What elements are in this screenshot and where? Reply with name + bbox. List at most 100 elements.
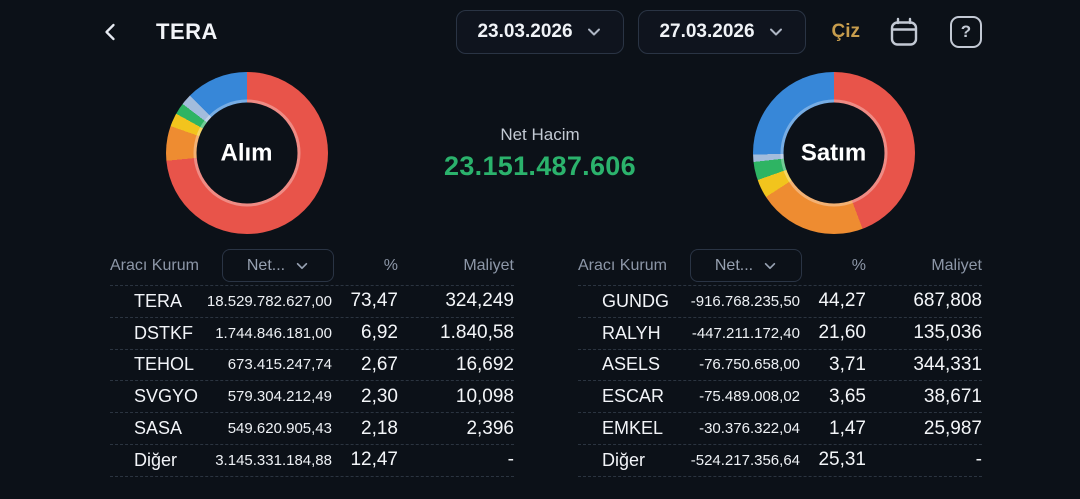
table-row[interactable]: GUNDG -916.768.235,50 44,27 687,808 bbox=[578, 286, 982, 318]
topbar-controls: 23.03.2026 27.03.2026 Çiz ? bbox=[455, 10, 985, 54]
cost-cell: 10,098 bbox=[455, 385, 514, 407]
table-row[interactable]: EMKEL -30.376.322,04 1,47 25,987 bbox=[578, 413, 982, 445]
buy-table-body: TERA 18.529.782.627,00 73,47 324,249 DST… bbox=[110, 286, 514, 477]
net-volume-value: 23.151.487.606 bbox=[444, 150, 636, 181]
buy-broker-table: Aracı Kurum Net... % Maliyet TERA 18.529… bbox=[110, 246, 514, 477]
date-from-value: 23.03.2026 bbox=[477, 21, 573, 42]
net-value-cell: -76.750.658,00 bbox=[699, 356, 800, 374]
calendar-button[interactable] bbox=[886, 14, 922, 50]
table-row[interactable]: Diğer 3.145.331.184,88 12,47 - bbox=[110, 445, 514, 477]
net-filter-dropdown[interactable]: Net... bbox=[222, 249, 334, 282]
percent-cell: 2,30 bbox=[361, 385, 398, 407]
cost-cell: 25,987 bbox=[923, 417, 982, 439]
percent-column-header: % bbox=[383, 256, 398, 274]
percent-cell: 44,27 bbox=[818, 290, 866, 312]
broker-symbol: DSTKF bbox=[134, 322, 194, 343]
table-row[interactable]: ESCAR -75.489.008,02 3,65 38,671 bbox=[578, 381, 982, 414]
cost-cell: 135,036 bbox=[913, 322, 982, 344]
table-row[interactable]: RALYH -447.211.172,40 21,60 135,036 bbox=[578, 318, 982, 350]
buy-table-header: Aracı Kurum Net... % Maliyet bbox=[110, 246, 514, 286]
calendar-icon bbox=[887, 15, 921, 49]
buy-chart-label: Alım bbox=[220, 139, 273, 166]
sell-chart-label: Satım bbox=[800, 139, 867, 166]
sell-broker-table: Aracı Kurum Net... % Maliyet GUNDG -916.… bbox=[578, 246, 982, 477]
cost-cell: 687,808 bbox=[913, 290, 982, 312]
table-row[interactable]: Diğer -524.217.356,64 25,31 - bbox=[578, 445, 982, 477]
sell-donut-chart: Satım bbox=[752, 72, 915, 234]
net-filter-dropdown[interactable]: Net... bbox=[690, 249, 802, 282]
charts-row: Alım Net Hacim 23.151.487.606 Satım bbox=[0, 64, 1080, 242]
percent-cell: 2,18 bbox=[361, 417, 398, 439]
cost-cell: 16,692 bbox=[455, 353, 514, 375]
broker-symbol: ASELS bbox=[602, 354, 661, 375]
sell-table-header: Aracı Kurum Net... % Maliyet bbox=[578, 246, 982, 286]
chevron-down-icon bbox=[586, 24, 602, 40]
buy-donut-chart: Alım bbox=[165, 72, 328, 234]
percent-column-header: % bbox=[851, 256, 866, 274]
net-value-cell: 579.304.212,49 bbox=[227, 388, 332, 406]
net-value-cell: -75.489.008,02 bbox=[699, 388, 800, 406]
broker-symbol: Diğer bbox=[602, 449, 646, 470]
cost-cell: 2,396 bbox=[466, 417, 514, 439]
net-volume-label: Net Hacim bbox=[500, 124, 580, 144]
net-volume-block: Net Hacim 23.151.487.606 bbox=[444, 125, 636, 182]
broker-symbol: Diğer bbox=[134, 449, 178, 470]
net-value-cell: 549.620.905,43 bbox=[227, 420, 332, 438]
percent-cell: 73,47 bbox=[350, 290, 398, 312]
cost-column-header: Maliyet bbox=[463, 256, 514, 274]
broker-column-header: Aracı Kurum bbox=[110, 256, 199, 274]
net-filter-label: Net... bbox=[246, 256, 286, 274]
broker-symbol: TERA bbox=[134, 290, 183, 311]
page-title: TERA bbox=[156, 19, 218, 44]
cost-cell: - bbox=[975, 449, 982, 471]
date-to-value: 27.03.2026 bbox=[659, 21, 755, 42]
broker-symbol: SASA bbox=[134, 418, 183, 439]
broker-symbol: SVGYO bbox=[134, 386, 199, 407]
net-value-cell: 3.145.331.184,88 bbox=[215, 451, 332, 469]
table-row[interactable]: SVGYO 579.304.212,49 2,30 10,098 bbox=[110, 381, 514, 414]
percent-cell: 21,60 bbox=[818, 322, 866, 344]
sell-table-body: GUNDG -916.768.235,50 44,27 687,808 RALY… bbox=[578, 286, 982, 477]
net-value-cell: -447.211.172,40 bbox=[691, 324, 800, 342]
net-value-cell: 1.744.846.181,00 bbox=[215, 324, 332, 342]
cost-column-header: Maliyet bbox=[931, 256, 982, 274]
percent-cell: 3,71 bbox=[829, 353, 866, 375]
back-button[interactable] bbox=[96, 17, 126, 47]
net-value-cell: 18.529.782.627,00 bbox=[206, 292, 332, 310]
table-row[interactable]: ASELS -76.750.658,00 3,71 344,331 bbox=[578, 350, 982, 382]
broker-symbol: TEHOL bbox=[134, 354, 195, 375]
percent-cell: 2,67 bbox=[361, 353, 398, 375]
net-value-cell: -916.768.235,50 bbox=[690, 292, 800, 310]
date-to-select[interactable]: 27.03.2026 bbox=[637, 10, 806, 54]
net-value-cell: -30.376.322,04 bbox=[699, 420, 800, 438]
broker-column-header: Aracı Kurum bbox=[578, 256, 667, 274]
question-mark-icon: ? bbox=[950, 16, 982, 48]
table-row[interactable]: TERA 18.529.782.627,00 73,47 324,249 bbox=[110, 286, 514, 318]
tables-row: Aracı Kurum Net... % Maliyet TERA 18.529… bbox=[0, 242, 1080, 477]
net-value-cell: 673.415.247,74 bbox=[227, 356, 332, 374]
chevron-down-icon bbox=[768, 24, 784, 40]
cost-cell: - bbox=[507, 449, 514, 471]
table-row[interactable]: DSTKF 1.744.846.181,00 6,92 1.840,58 bbox=[110, 318, 514, 350]
net-filter-label: Net... bbox=[714, 256, 754, 274]
cost-cell: 1.840,58 bbox=[440, 322, 514, 344]
percent-cell: 3,65 bbox=[829, 385, 866, 407]
table-row[interactable]: SASA 549.620.905,43 2,18 2,396 bbox=[110, 413, 514, 445]
table-row[interactable]: TEHOL 673.415.247,74 2,67 16,692 bbox=[110, 350, 514, 382]
chevron-down-icon bbox=[295, 259, 309, 273]
broker-symbol: GUNDG bbox=[602, 290, 669, 311]
chevron-left-icon bbox=[100, 21, 122, 43]
help-button[interactable]: ? bbox=[948, 14, 984, 50]
broker-symbol: RALYH bbox=[602, 322, 661, 343]
cost-cell: 38,671 bbox=[923, 385, 982, 407]
broker-symbol: EMKEL bbox=[602, 418, 664, 439]
percent-cell: 6,92 bbox=[361, 322, 398, 344]
chevron-down-icon bbox=[763, 259, 777, 273]
broker-symbol: ESCAR bbox=[602, 386, 665, 407]
date-from-select[interactable]: 23.03.2026 bbox=[455, 10, 624, 54]
draw-button[interactable]: Çiz bbox=[831, 21, 861, 42]
cost-cell: 324,249 bbox=[445, 290, 514, 312]
percent-cell: 1,47 bbox=[829, 417, 866, 439]
percent-cell: 12,47 bbox=[350, 449, 398, 471]
percent-cell: 25,31 bbox=[818, 449, 866, 471]
